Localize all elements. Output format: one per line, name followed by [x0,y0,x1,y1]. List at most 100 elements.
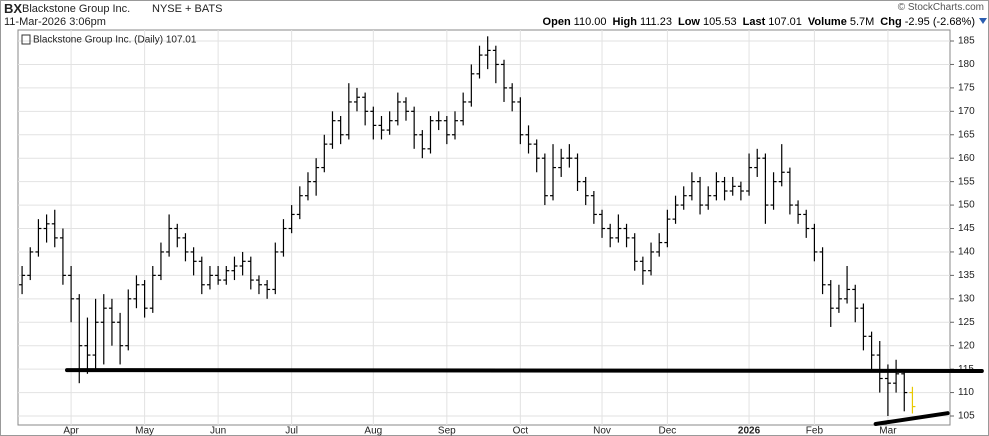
quote-label: Last [742,16,766,28]
ohlc-bar [59,228,66,285]
y-tick-label: 140 [958,247,975,258]
ohlc-bar [378,116,385,140]
quote-value: -2.95 (-2.68%) [904,16,975,28]
dropdown-toggle[interactable] [979,18,987,24]
ohlc-bar [639,256,646,285]
y-tick-label: 130 [958,293,975,304]
legend: Blackstone Group Inc. (Daily) 107.01 [21,34,197,46]
ohlc-bar [174,223,181,248]
quote-item: Volume 5.7M [808,16,874,28]
quote-label: Open [542,16,571,28]
ohlc-bar [827,280,834,327]
ohlc-bar [321,134,328,173]
ohlc-bar [623,223,630,248]
ohlc-bar [133,275,140,309]
ohlc-bar [468,64,475,107]
quote-label: High [612,16,637,28]
y-tick-label: 105 [958,411,975,422]
ohlc-bar [166,214,173,257]
ohlc-bar [435,111,442,131]
ohlc-bar [590,191,597,224]
ohlc-bar [362,92,369,126]
ohlc-bar [770,172,777,210]
ohlc-bar [680,186,687,210]
ohlc-bar [656,233,663,257]
ohlc-bar [705,186,712,210]
ohlc-bar [795,200,802,224]
x-tick-label: Dec [658,426,676,436]
y-tick-label: 135 [958,270,975,281]
x-tick-label: Oct [513,426,529,436]
exchange: NYSE + BATS [152,3,223,15]
ohlc-bar [402,97,409,121]
y-tick-label: 180 [958,59,975,70]
y-tick-label: 125 [958,317,975,328]
x-tick-label: Sep [438,426,456,436]
ohlc-bar [84,317,91,374]
ohlc-bar [108,298,115,346]
ohlc-bar [721,176,728,201]
quote-item: Last 107.01 [743,16,802,28]
ohlc-bar [672,195,679,224]
ohlc-bar [68,266,75,323]
ohlc-bar [345,83,352,140]
ohlc-bar [452,111,459,140]
legend-icon [21,34,31,45]
y-tick-label: 185 [958,36,975,47]
ohlc-bar [803,209,810,238]
ohlc-bar [713,172,720,201]
x-tick-label: Jul [285,426,298,436]
ohlc-bar [313,158,320,196]
quote-value: 105.53 [702,16,737,28]
ohlc-bar [149,266,156,313]
trendline [873,411,950,426]
ohlc-bar [688,172,695,201]
x-tick-label: Jun [210,426,226,436]
ohlc-bar [884,364,891,417]
ohlc-bar [484,36,491,70]
ohlc-bar [737,181,744,201]
ohlc-bar [746,153,753,196]
ohlc-bar [231,256,238,281]
ohlc-bar [860,303,867,351]
ohlc-bar [386,111,393,135]
ohlc-bar [215,266,222,285]
x-tick-label: Apr [63,426,79,436]
quote-item: Low 105.53 [678,16,737,28]
y-tick-label: 165 [958,129,975,140]
quote-value: 107.01 [768,16,802,28]
ohlc-bar [811,223,818,262]
ohlc-bar [239,251,246,276]
ohlc-bar [697,176,704,215]
ohlc-bar [835,284,842,313]
quote-item: Chg -2.95 (-2.68%) [880,16,975,28]
ohlc-bar [868,331,875,370]
ohlc-bar [664,209,671,248]
ohlc-bar [631,233,638,271]
ohlc-bar [909,386,916,414]
trendline [65,368,984,374]
ohlc-bar [501,59,508,102]
ohlc-bar [607,223,614,248]
x-tick-label: Mar [879,426,897,436]
ohlc-bar [876,341,883,393]
ohlc-bar [574,153,581,192]
ohlc-bar [533,139,540,173]
ohlc-bar [852,284,859,323]
ohlc-bar [492,45,499,84]
ohlc-bar [844,266,851,304]
plot-area [17,29,951,426]
y-tick-label: 175 [958,83,975,94]
quote-value: 5.7M [849,16,875,28]
ohlc-bar [280,219,287,257]
ohlc-bar [27,247,34,281]
ohlc-bar [443,116,450,145]
ohlc-bar [509,83,516,112]
ohlc-bar [550,144,557,201]
ohlc-bar [729,176,736,196]
copyright: © StockCharts.com [897,2,984,13]
ohlc-bar [125,289,132,351]
y-tick-label: 170 [958,106,975,117]
quote-item: High 111.23 [613,16,672,28]
ohlc-bar [901,369,908,412]
